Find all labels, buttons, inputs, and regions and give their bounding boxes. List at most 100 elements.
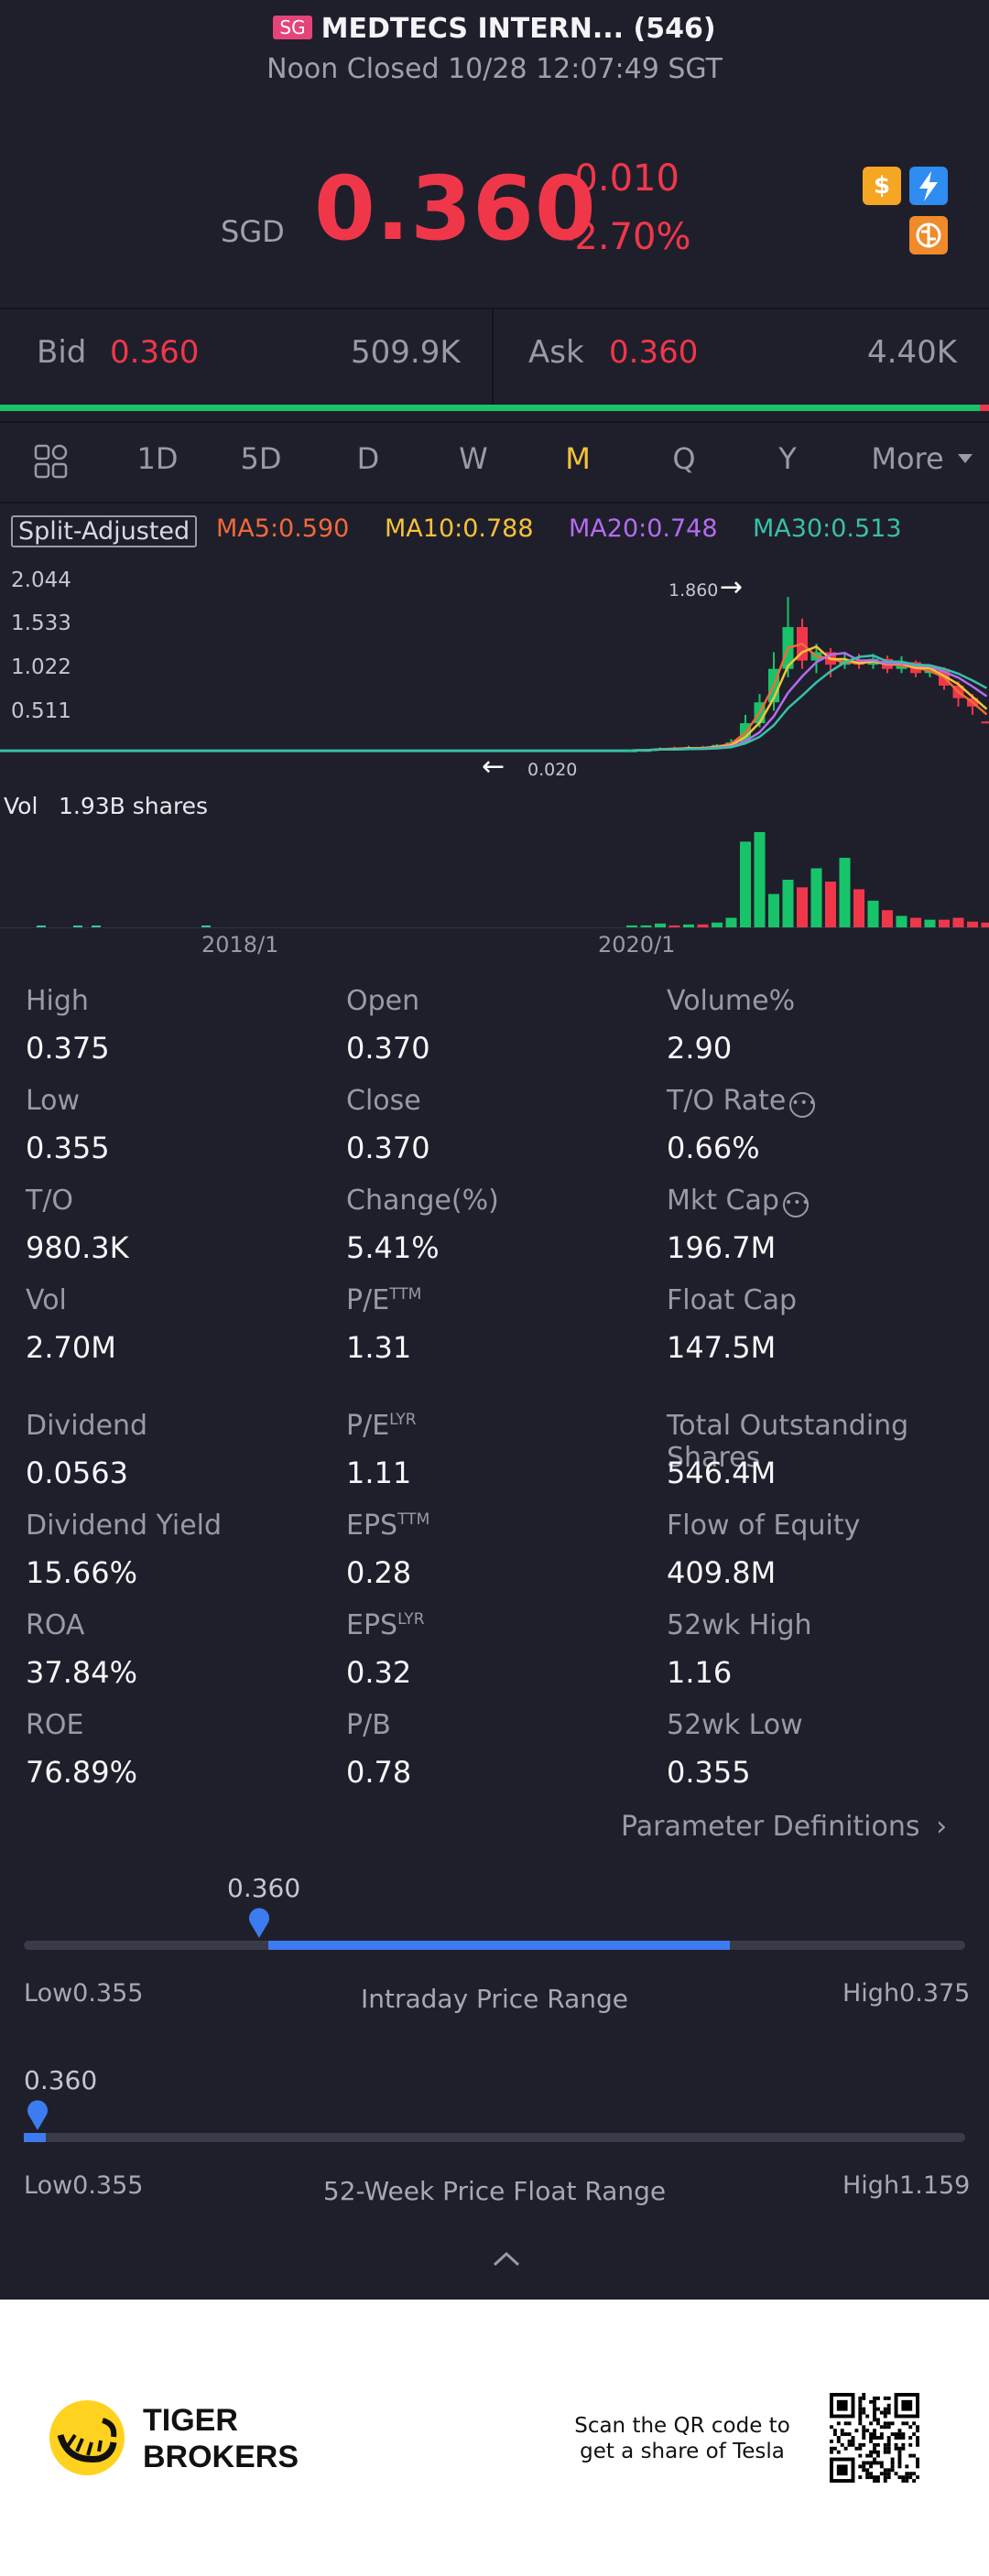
- tab-y[interactable]: Y: [778, 441, 797, 476]
- chart-layout-icon[interactable]: [33, 443, 70, 483]
- dollar-icon[interactable]: $: [863, 167, 901, 205]
- lightning-icon[interactable]: [909, 167, 948, 205]
- x-tick: 2020/1: [598, 932, 676, 958]
- market-badge: SG: [273, 16, 312, 39]
- tab-5d[interactable]: 5D: [240, 441, 282, 476]
- stat-value: 2.90: [667, 1031, 733, 1066]
- stat-label: EPSLYR: [346, 1609, 425, 1641]
- stat-value: 0.28: [346, 1555, 412, 1590]
- volume-bar: [712, 922, 723, 927]
- stat-label: Vol: [26, 1284, 67, 1316]
- stat-label-sup: LYR: [397, 1610, 425, 1629]
- stat-value: 980.3K: [26, 1230, 129, 1265]
- bid-ratio-bar: [0, 405, 980, 411]
- stat-label-text: Close: [346, 1085, 421, 1117]
- ask-size: 4.40K: [867, 334, 957, 371]
- stat-label-text: Dividend Yield: [26, 1510, 223, 1542]
- volume-label: Vol: [4, 793, 38, 819]
- price-change-percent: -2.70%: [561, 216, 691, 258]
- stat-label-text: EPS: [346, 1609, 398, 1641]
- stat-label-text: Total Outstanding Shares: [667, 1410, 909, 1474]
- low-marker-label: 0.020: [527, 760, 578, 780]
- last-price: 0.360: [314, 157, 597, 260]
- stat-value: 0.375: [26, 1031, 110, 1066]
- week52-range-track: [24, 2133, 965, 2142]
- volume-bar: [952, 917, 964, 927]
- more-info-icon[interactable]: •••: [789, 1092, 816, 1118]
- volume-bar: [896, 915, 907, 927]
- parameter-definitions-link[interactable]: Parameter Definitions ›: [621, 1811, 947, 1843]
- tiger-logo-icon: [48, 2398, 126, 2481]
- split-adjusted-toggle[interactable]: Split-Adjusted: [11, 515, 198, 547]
- ma10-label: MA10:0.788: [385, 514, 534, 543]
- price-chart[interactable]: [0, 549, 989, 769]
- stat-label: P/ETTM: [346, 1284, 421, 1316]
- stat-label-text: Flow of Equity: [667, 1510, 861, 1542]
- tab-m[interactable]: M: [565, 441, 591, 476]
- volume-bar: [853, 889, 864, 927]
- stat-label: Change(%): [346, 1185, 499, 1217]
- stat-label: 52wk High: [667, 1609, 812, 1641]
- week52-low: Low0.355: [24, 2171, 144, 2200]
- period-tabs: [0, 421, 989, 503]
- promo-line2: get a share of Tesla: [580, 2440, 785, 2463]
- stat-label: Low: [26, 1085, 80, 1117]
- stat-label-text: Vol: [26, 1284, 67, 1316]
- stock-name: MEDTECS INTERN... (546): [321, 13, 716, 45]
- stat-value: 0.355: [667, 1755, 751, 1790]
- volume-value: 1.93B shares: [59, 793, 209, 819]
- ask-label: Ask: [528, 334, 584, 371]
- brain-icon[interactable]: [909, 216, 948, 254]
- range-pin-icon: [247, 1908, 271, 1943]
- stat-label: P/B: [346, 1709, 391, 1741]
- volume-bar: [73, 925, 82, 927]
- stat-label-text: Mkt Cap: [667, 1185, 779, 1217]
- bid-label: Bid: [37, 334, 87, 371]
- volume-bar: [910, 917, 921, 927]
- week52-range-label: 52-Week Price Float Range: [322, 2176, 667, 2206]
- parameter-definitions-label: Parameter Definitions: [621, 1811, 920, 1843]
- tab-q[interactable]: Q: [672, 441, 696, 476]
- stat-label: Dividend: [26, 1410, 147, 1442]
- volume-bar: [782, 880, 794, 927]
- tab-1d[interactable]: 1D: [136, 441, 179, 476]
- tab-w[interactable]: W: [459, 441, 488, 476]
- stat-value: 196.7M: [667, 1230, 777, 1265]
- stat-value: 5.41%: [346, 1230, 440, 1265]
- stat-label-text: Dividend: [26, 1410, 148, 1442]
- stat-label-text: Low: [26, 1085, 81, 1117]
- tab-more[interactable]: More: [871, 441, 944, 476]
- qr-code-icon[interactable]: [830, 2393, 919, 2483]
- volume-bar: [867, 900, 879, 927]
- stat-label-sup: TTM: [389, 1285, 422, 1304]
- volume-bar: [939, 919, 950, 927]
- volume-chart[interactable]: [0, 824, 989, 928]
- stat-label: Mkt Cap •••: [667, 1185, 810, 1218]
- price-change: -0.010: [561, 157, 679, 200]
- more-info-icon[interactable]: •••: [782, 1192, 810, 1218]
- stat-label: Total Outstanding Shares: [667, 1410, 989, 1474]
- chevron-right-icon: ›: [936, 1811, 948, 1843]
- market-status: Noon Closed 10/28 12:07:49 SGT: [266, 53, 723, 85]
- currency-label: SGD: [221, 214, 285, 249]
- chevron-down-icon[interactable]: [958, 454, 973, 463]
- stat-label-text: 52wk Low: [667, 1709, 803, 1741]
- intraday-low: Low0.355: [24, 1979, 144, 2008]
- stat-value: 0.370: [346, 1031, 430, 1066]
- stat-label-text: Float Cap: [667, 1284, 798, 1316]
- stat-value: 0.0563: [26, 1456, 128, 1490]
- ma20-label: MA20:0.748: [569, 514, 718, 543]
- stat-value: 0.78: [346, 1755, 412, 1790]
- ask-ratio-bar: [980, 405, 989, 411]
- stat-value: 0.355: [26, 1131, 110, 1165]
- tab-d[interactable]: D: [356, 441, 380, 476]
- stat-label: Dividend Yield: [26, 1510, 222, 1542]
- moving-average-line: [631, 644, 988, 752]
- bidask-divider: [492, 309, 494, 405]
- candle-body: [626, 750, 637, 752]
- stat-value: 1.31: [346, 1330, 412, 1365]
- stat-label: ROE: [26, 1709, 83, 1741]
- stat-value: 15.66%: [26, 1555, 138, 1590]
- chevron-up-icon[interactable]: [491, 2250, 522, 2272]
- stat-value: 1.16: [667, 1655, 733, 1690]
